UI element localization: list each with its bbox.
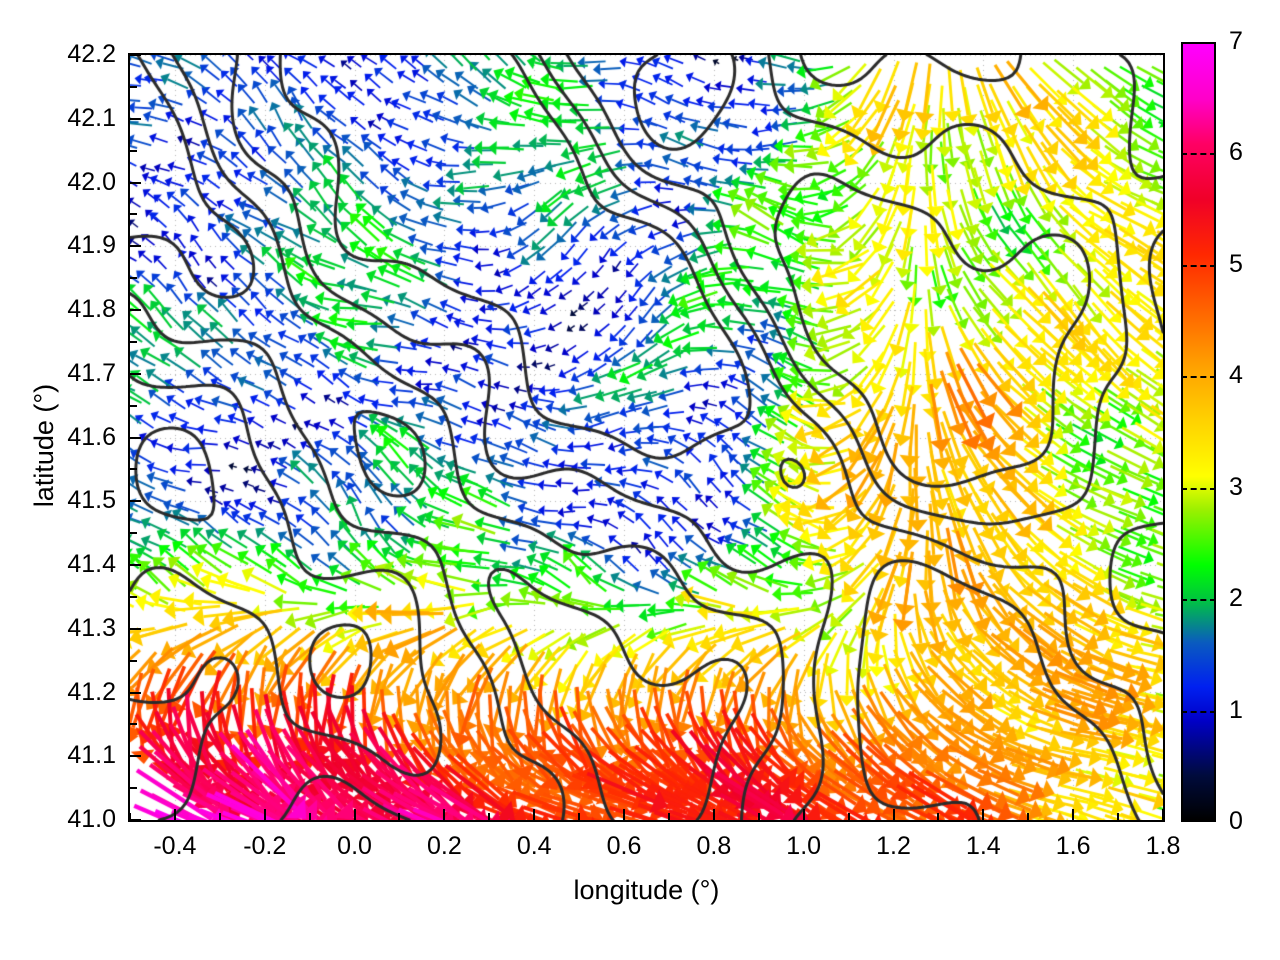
y-tick-major <box>130 54 141 56</box>
colorbar-tick-label: 7 <box>1229 27 1243 55</box>
colorbar-tick-label: 2 <box>1229 584 1243 613</box>
y-tick-label: 41.0 <box>67 805 116 833</box>
colorbar-tick <box>1181 153 1216 156</box>
colorbar-tick <box>1181 264 1216 267</box>
x-tick-minor <box>757 813 760 820</box>
x-tick-major <box>263 809 266 820</box>
colorbar-tick-label: 1 <box>1229 695 1243 724</box>
x-tick-minor <box>398 813 401 820</box>
x-tick-label: 1.6 <box>1055 832 1091 860</box>
x-tick-minor <box>1027 813 1030 820</box>
colorbar-tick-label: 3 <box>1229 472 1243 501</box>
y-tick-major <box>130 309 141 311</box>
colorbar-tick-label: 4 <box>1229 361 1243 390</box>
x-tick-label: 0.6 <box>606 832 642 860</box>
x-tick-label: 0.0 <box>337 832 372 860</box>
colorbar-tick-label: 5 <box>1229 249 1243 278</box>
x-tick-label: 0.2 <box>427 832 462 860</box>
x-tick-label: 1.2 <box>876 832 911 860</box>
y-tick-minor <box>130 277 137 280</box>
y-tick-label: 41.9 <box>67 231 116 260</box>
y-tick-label: 41.8 <box>67 295 116 323</box>
x-tick-major <box>353 809 356 820</box>
y-tick-minor <box>130 787 137 790</box>
colorbar-tick-label: 6 <box>1229 138 1243 167</box>
x-tick-label: -0.2 <box>243 832 287 860</box>
x-tick-minor <box>667 813 670 820</box>
x-tick-minor <box>129 813 131 820</box>
y-axis-label: latitude (°) <box>29 383 59 508</box>
y-tick-minor <box>130 468 137 471</box>
y-tick-minor <box>130 659 137 662</box>
y-tick-major <box>130 117 141 120</box>
y-tick-minor <box>130 532 137 535</box>
y-tick-major <box>130 755 141 758</box>
y-tick-label: 41.5 <box>67 486 116 515</box>
x-tick-major <box>623 809 626 820</box>
y-tick-label: 41.3 <box>67 613 116 642</box>
y-tick-major <box>130 627 141 630</box>
y-tick-minor <box>130 85 137 88</box>
x-tick-label: 1.4 <box>965 832 1001 860</box>
y-tick-label: 41.1 <box>67 741 116 770</box>
y-tick-major <box>130 245 141 248</box>
y-tick-major <box>130 564 141 566</box>
x-tick-minor <box>308 813 311 820</box>
colorbar-gradient <box>1181 42 1216 822</box>
y-tick-label: 41.6 <box>67 422 116 451</box>
y-tick-label: 42.2 <box>67 40 116 68</box>
x-tick-major <box>533 809 536 820</box>
y-tick-label: 41.4 <box>67 550 116 578</box>
x-tick-major <box>982 809 985 820</box>
x-tick-minor <box>847 813 850 820</box>
y-tick-minor <box>130 213 137 216</box>
colorbar-tick-label: 0 <box>1229 807 1243 835</box>
x-tick-major <box>1162 809 1164 820</box>
x-tick-major <box>712 809 715 820</box>
y-tick-minor <box>130 149 137 152</box>
y-tick-minor <box>130 595 137 598</box>
y-tick-major <box>130 691 141 694</box>
colorbar-tick <box>1181 599 1216 602</box>
x-tick-label: -0.4 <box>153 832 197 860</box>
x-tick-label: 0.4 <box>516 832 552 860</box>
x-tick-label: 1.8 <box>1145 832 1181 860</box>
y-tick-minor <box>130 404 137 407</box>
y-tick-major <box>130 436 141 439</box>
colorbar-tick <box>1181 487 1216 490</box>
x-tick-major <box>802 809 805 820</box>
x-tick-minor <box>1117 813 1120 820</box>
x-tick-minor <box>578 813 581 820</box>
colorbar: 0 1 2 3 4 5 6 7 <box>1181 29 1243 834</box>
x-tick-minor <box>218 813 221 820</box>
x-tick-minor <box>937 813 940 820</box>
y-tick-major <box>130 819 141 821</box>
y-tick-label: 42.0 <box>67 167 116 196</box>
colorbar-tick <box>1181 376 1216 379</box>
y-tick-major <box>130 500 141 503</box>
x-tick-major <box>443 809 446 820</box>
x-tick-label: 0.8 <box>696 832 732 860</box>
wind-vector-field <box>130 55 1163 820</box>
x-tick-major <box>1072 809 1075 820</box>
y-tick-label: 41.2 <box>67 677 116 706</box>
y-tick-label: 42.1 <box>67 103 116 132</box>
x-tick-major <box>892 809 895 820</box>
x-tick-minor <box>488 813 491 820</box>
x-axis-label: longitude (°) <box>573 875 720 905</box>
x-tick-major <box>173 809 176 820</box>
plot-area <box>128 53 1165 822</box>
y-tick-major <box>130 181 141 184</box>
y-tick-label: 41.7 <box>67 358 116 387</box>
colorbar-tick <box>1181 710 1216 713</box>
y-tick-minor <box>130 723 137 726</box>
y-tick-minor <box>130 340 137 343</box>
y-tick-major <box>130 372 141 375</box>
x-tick-label: 1.0 <box>786 832 822 860</box>
